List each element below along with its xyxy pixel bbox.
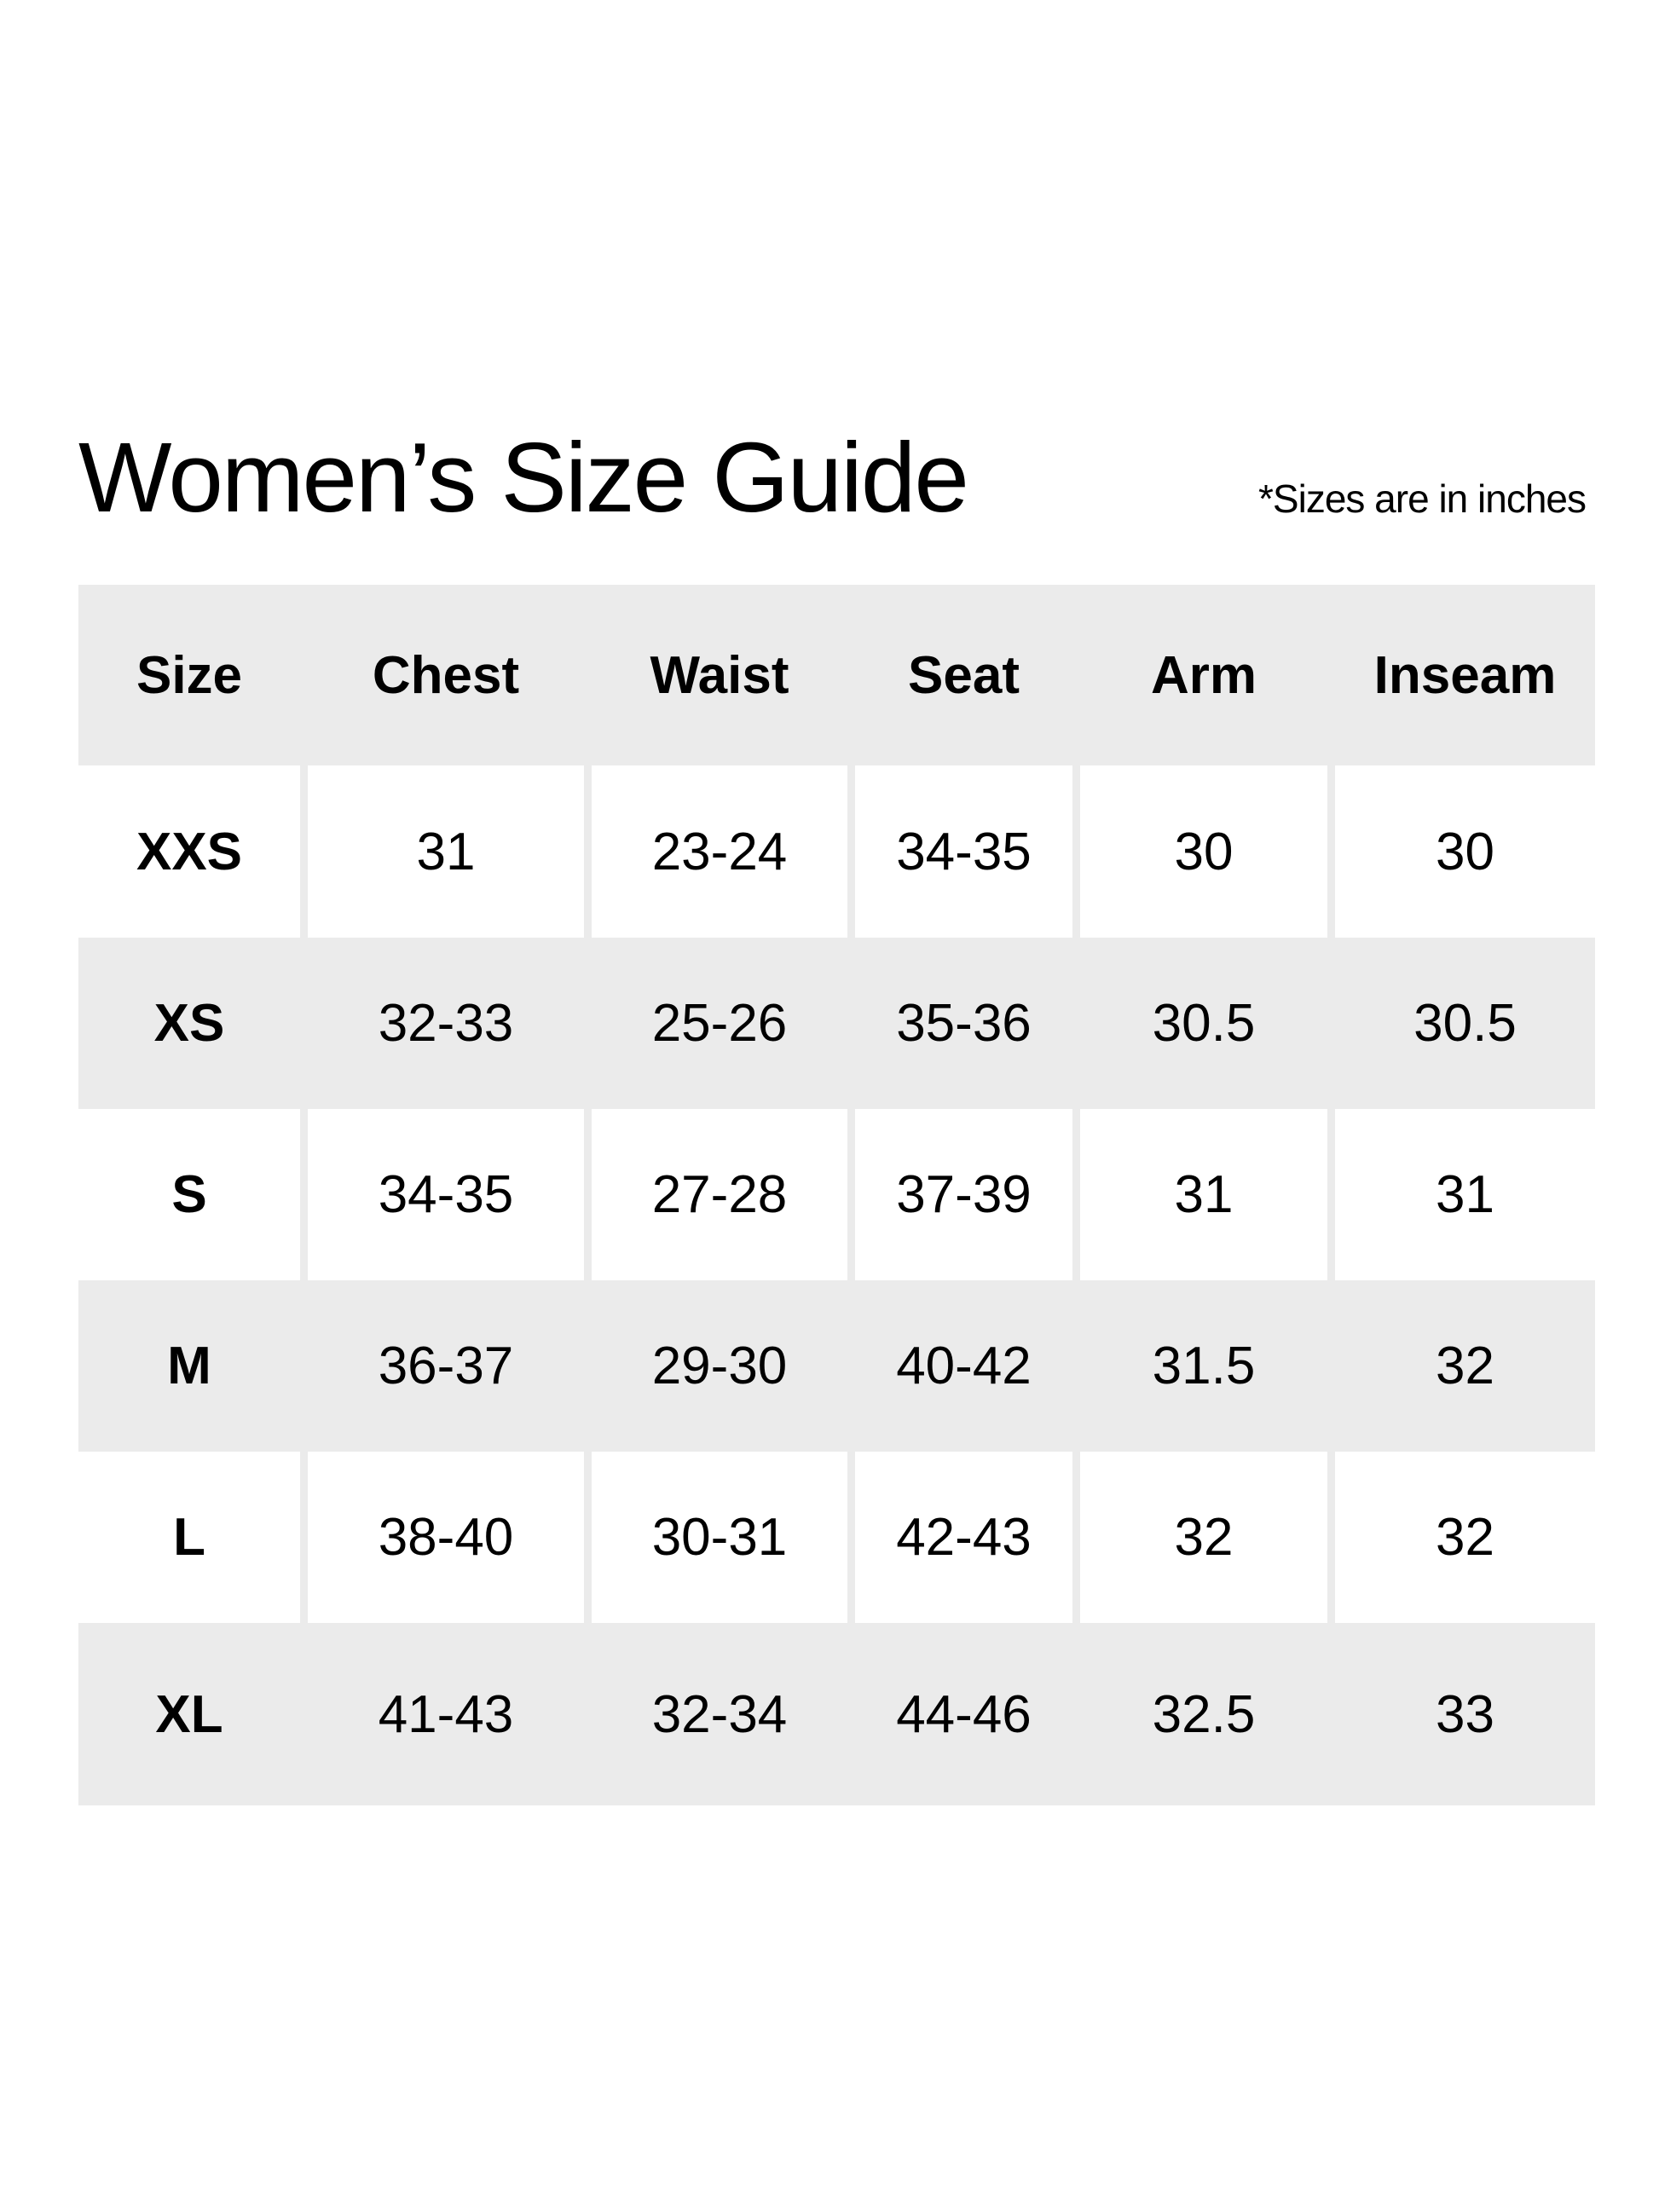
table-row: XL 41-43 32-34 44-46 32.5 33 [78,1623,1595,1805]
header-seat: Seat [908,645,1020,705]
size-label: XL [155,1684,223,1744]
measurement-cell: 30.5 [1152,994,1256,1053]
measurement-cell: 31 [1080,1109,1327,1280]
measurement-cell: 31 [1335,1109,1595,1280]
measurement-cell: 30-31 [592,1452,847,1623]
table-row: XXS 31 23-24 34-35 30 30 [78,765,1595,938]
measurement-cell: 25-26 [651,994,788,1053]
header-size: Size [136,645,243,705]
measurement-cell: 42-43 [855,1452,1072,1623]
measurement-cell: 38-40 [308,1452,584,1623]
measurement-cell: 36-37 [378,1337,514,1395]
measurement-cell: 33 [1436,1684,1494,1744]
measurement-cell: 37-39 [855,1109,1072,1280]
table-row: L 38-40 30-31 42-43 32 32 [78,1452,1595,1623]
measurement-cell: 34-35 [855,765,1072,938]
measurement-cell: 32-34 [651,1684,788,1744]
measurement-cell: 29-30 [651,1337,788,1395]
measurement-cell: 32-33 [378,994,514,1053]
page-title: Women’s Size Guide [78,422,969,533]
table-row: XS 32-33 25-26 35-36 30.5 30.5 [78,938,1595,1109]
header-inseam: Inseam [1373,645,1557,705]
measurement-cell: 30 [1335,765,1595,938]
size-label: XXS [78,765,300,938]
measurement-cell: 31 [308,765,584,938]
measurement-cell: 31.5 [1152,1337,1256,1395]
measurement-cell: 35-36 [896,994,1032,1053]
size-label: XS [153,994,225,1053]
size-label: L [78,1452,300,1623]
measurement-cell: 27-28 [592,1109,847,1280]
size-table: Size Chest Waist Seat Arm Inseam XXS 31 23… [78,585,1595,1805]
header-waist: Waist [650,645,789,705]
measurement-cell: 30.5 [1413,994,1517,1053]
measurement-cell: 30 [1080,765,1327,938]
header-arm: Arm [1150,645,1257,705]
measurement-cell: 23-24 [592,765,847,938]
table-row: M 36-37 29-30 40-42 31.5 32 [78,1280,1595,1452]
measurement-cell: 32 [1436,1337,1494,1395]
measurement-cell: 32.5 [1152,1684,1256,1744]
measurement-cell: 34-35 [308,1109,584,1280]
measurement-cell: 32 [1080,1452,1327,1623]
table-row: S 34-35 27-28 37-39 31 31 [78,1109,1595,1280]
size-label: M [167,1337,211,1395]
measurement-cell: 44-46 [896,1684,1032,1744]
units-note: *Sizes are in inches [1258,476,1587,521]
table-header-row: Size Chest Waist Seat Arm Inseam [78,585,1595,765]
measurement-cell: 40-42 [896,1337,1032,1395]
measurement-cell: 41-43 [378,1684,514,1744]
header-chest: Chest [372,645,520,705]
size-label: S [78,1109,300,1280]
measurement-cell: 32 [1335,1452,1595,1623]
